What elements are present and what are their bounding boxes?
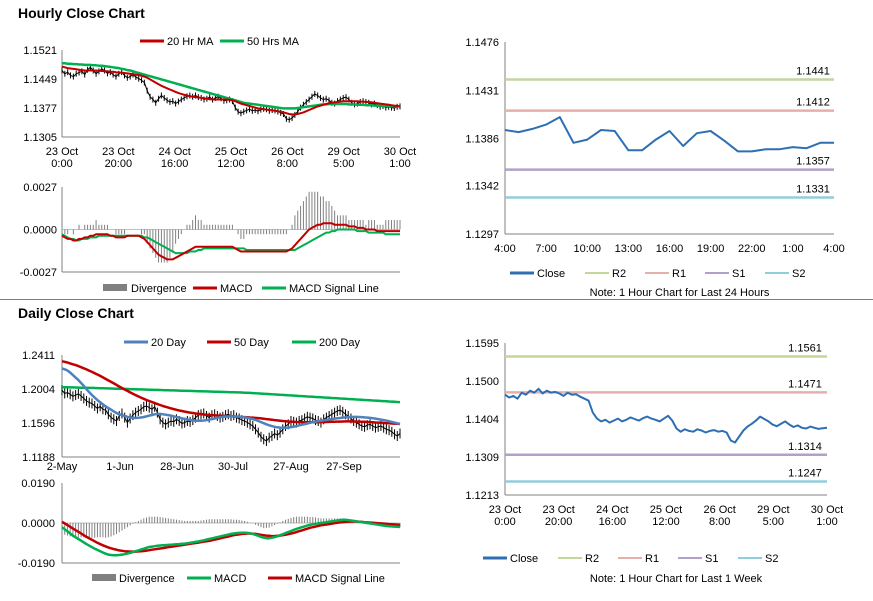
hourly-24h-y-tick-2: 1.1386 xyxy=(465,134,499,146)
hourly-24h-legend-s1-label: S1 xyxy=(732,268,745,280)
daily-price-x-tick-1: 1-Jun xyxy=(106,461,134,473)
daily-price-x-tick-5: 27-Sep xyxy=(326,461,361,473)
hourly-24h-legend-r2-label: R2 xyxy=(612,268,626,280)
hourly-24h-x-tick-0: 4:00 xyxy=(494,243,515,255)
hourly-24h-legend-close-label: Close xyxy=(537,268,565,280)
daily-macd-legend-divergence-swatch xyxy=(92,574,116,581)
daily-week-level-r2-label: 1.1561 xyxy=(788,343,822,355)
hourly-macd-y-tick-1: 0.0000 xyxy=(23,225,57,237)
hourly-macd-legend-macd-label: MACD xyxy=(220,283,252,295)
hourly-price-ma20-line xyxy=(61,65,401,116)
daily-section-title: Daily Close Chart xyxy=(18,305,134,321)
daily-price-y-tick-1: 1.2004 xyxy=(21,384,55,396)
daily-price-ma20-line xyxy=(61,367,401,430)
daily-price-legend-200-label: 200 Day xyxy=(319,337,360,349)
daily-week-level-s1-label: 1.1314 xyxy=(788,441,822,453)
hourly-macd-signal-line xyxy=(61,228,400,255)
daily-macd-legend-divergence-label: Divergence xyxy=(119,573,175,585)
hourly-price-y-tick-2: 1.1377 xyxy=(23,103,57,115)
hourly-24h-level-s2-label: 1.1331 xyxy=(796,184,830,196)
daily-macd-signal-line xyxy=(61,520,401,553)
hourly-24h-legend-s2-label: S2 xyxy=(792,268,805,280)
hourly-price-y-tick-1: 1.1449 xyxy=(23,74,57,86)
daily-macd-legend-signal-label: MACD Signal Line xyxy=(295,573,385,585)
hourly-price-x-tick-3: 25 Oct 12:00 xyxy=(215,146,247,170)
daily-price-x-tick-3: 30-Jul xyxy=(218,461,248,473)
daily-price-legend-20-label: 20 Day xyxy=(151,337,186,349)
hourly-24h-y-tick-1: 1.1431 xyxy=(465,85,499,97)
daily-week-legend-s2-label: S2 xyxy=(765,553,778,565)
hourly-price-y-tick-0: 1.1521 xyxy=(23,45,57,57)
hourly-price-x-tick-0: 23 Oct 0:00 xyxy=(46,146,78,170)
hourly-24h-note: Note: 1 Hour Chart for Last 24 Hours xyxy=(590,287,770,299)
daily-price-y-tick-3: 1.1188 xyxy=(22,452,55,464)
daily-week-x-tick-3: 25 Oct 12:00 xyxy=(650,504,682,528)
hourly-macd-y-tick-0: 0.0027 xyxy=(23,182,57,194)
daily-week-legend-close-label: Close xyxy=(510,553,538,565)
hourly-24h-legend-r1-label: R1 xyxy=(672,268,686,280)
daily-week-x-tick-1: 23 Oct 20:00 xyxy=(542,504,574,528)
hourly-macd-legend-divergence-label: Divergence xyxy=(131,283,187,295)
hourly-price-legend-ma20-label: 20 Hr MA xyxy=(167,36,214,48)
hourly-macd-macd-line xyxy=(61,222,400,261)
hourly-24h-x-tick-7: 1:00 xyxy=(782,243,803,255)
daily-week-level-s2-label: 1.1247 xyxy=(788,467,822,479)
daily-macd-y-tick-0: 0.0190 xyxy=(21,478,55,490)
daily-macd-y-tick-2: -0.0190 xyxy=(18,558,55,570)
hourly-price-x-tick-2: 24 Oct 16:00 xyxy=(158,146,190,170)
daily-week-y-tick-4: 1.1213 xyxy=(465,490,499,502)
hourly-24h-level-r1-label: 1.1412 xyxy=(796,97,830,109)
section-divider xyxy=(0,299,873,300)
daily-price-legend-50-label: 50 Day xyxy=(234,337,269,349)
daily-price-y-tick-0: 1.2411 xyxy=(22,350,55,362)
daily-week-y-tick-1: 1.1500 xyxy=(465,376,499,388)
daily-price-ma200-line xyxy=(61,385,401,404)
daily-week-x-tick-5: 29 Oct 5:00 xyxy=(757,504,789,528)
daily-week-y-tick-0: 1.1595 xyxy=(465,338,499,350)
daily-macd-macd-line xyxy=(61,518,401,557)
daily-week-x-tick-6: 30 Oct 1:00 xyxy=(811,504,843,528)
hourly-price-y-tick-3: 1.1305 xyxy=(23,132,57,144)
hourly-24h-x-tick-2: 10:00 xyxy=(573,243,601,255)
daily-week-y-tick-3: 1.1309 xyxy=(465,452,499,464)
daily-week-legend-s1-label: S1 xyxy=(705,553,718,565)
hourly-24h-x-tick-5: 19:00 xyxy=(697,243,725,255)
hourly-24h-y-tick-0: 1.1476 xyxy=(465,37,499,49)
hourly-price-x-tick-6: 30 Oct 1:00 xyxy=(384,146,416,170)
hourly-24h-x-tick-3: 13:00 xyxy=(615,243,643,255)
daily-week-close-line xyxy=(504,387,828,444)
hourly-24h-x-tick-1: 7:00 xyxy=(535,243,556,255)
daily-week-x-tick-2: 24 Oct 16:00 xyxy=(596,504,628,528)
hourly-section-title: Hourly Close Chart xyxy=(18,5,145,21)
hourly-24h-level-s1-label: 1.1357 xyxy=(796,156,830,168)
daily-price-x-tick-4: 27-Aug xyxy=(273,461,308,473)
daily-week-legend-r1-label: R1 xyxy=(645,553,659,565)
hourly-24h-y-tick-4: 1.1297 xyxy=(465,229,499,241)
daily-macd-legend-macd-label: MACD xyxy=(214,573,246,585)
hourly-price-x-tick-1: 23 Oct 20:00 xyxy=(102,146,134,170)
hourly-24h-x-tick-8: 4:00 xyxy=(823,243,844,255)
daily-macd-y-tick-1: 0.0000 xyxy=(21,518,55,530)
daily-week-level-r1-label: 1.1471 xyxy=(788,378,822,390)
daily-week-note: Note: 1 Hour Chart for Last 1 Week xyxy=(590,573,763,585)
hourly-macd-legend-divergence-swatch xyxy=(103,284,127,291)
hourly-24h-x-tick-6: 22:00 xyxy=(738,243,766,255)
daily-price-x-tick-2: 28-Jun xyxy=(160,461,194,473)
hourly-macd-legend-signal-label: MACD Signal Line xyxy=(289,283,379,295)
daily-week-legend-r2-label: R2 xyxy=(585,553,599,565)
daily-price-x-tick-0: 2-May xyxy=(47,461,78,473)
daily-price-y-tick-2: 1.1596 xyxy=(21,418,55,430)
hourly-24h-y-tick-3: 1.1342 xyxy=(465,181,499,193)
hourly-24h-x-tick-4: 16:00 xyxy=(656,243,684,255)
daily-week-y-tick-2: 1.1404 xyxy=(465,414,499,426)
hourly-24h-close-line xyxy=(504,116,834,153)
hourly-price-x-tick-4: 26 Oct 8:00 xyxy=(271,146,303,170)
hourly-price-legend-ma50-label: 50 Hrs MA xyxy=(247,36,300,48)
daily-week-x-tick-0: 23 Oct 0:00 xyxy=(489,504,521,528)
hourly-24h-level-r2-label: 1.1441 xyxy=(796,66,830,78)
hourly-macd-y-tick-2: -0.0027 xyxy=(20,267,57,279)
daily-week-x-tick-4: 26 Oct 8:00 xyxy=(703,504,735,528)
hourly-price-x-tick-5: 29 Oct 5:00 xyxy=(327,146,359,170)
